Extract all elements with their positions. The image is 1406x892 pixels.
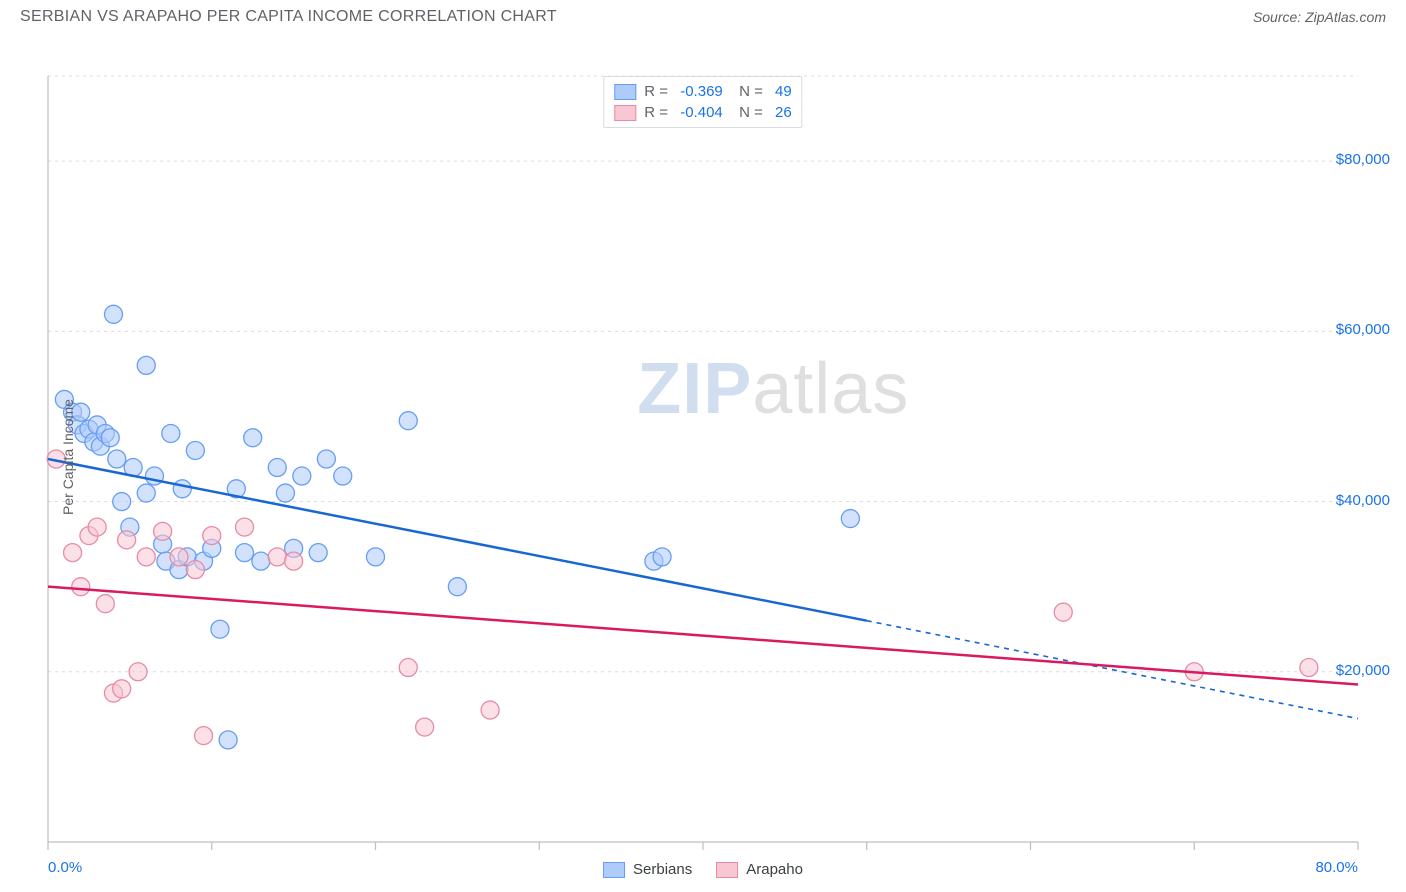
y-tick-label: $40,000 xyxy=(1336,492,1390,509)
x-min-label: 0.0% xyxy=(48,859,82,876)
correlation-legend: R = -0.369 N = 49R = -0.404 N = 26 xyxy=(603,76,802,128)
legend-swatch xyxy=(603,862,625,878)
y-axis-label: Per Capita Income xyxy=(60,399,76,515)
y-tick-label: $80,000 xyxy=(1336,151,1390,168)
legend-row: R = -0.369 N = 49 xyxy=(614,81,791,102)
y-tick-label: $20,000 xyxy=(1336,662,1390,679)
chart-container: Per Capita Income ZIPatlas R = -0.369 N … xyxy=(0,32,1406,882)
legend-swatch xyxy=(614,84,636,100)
series-legend-item: Serbians xyxy=(603,861,692,878)
scatter-plot xyxy=(0,32,1406,882)
legend-swatch xyxy=(716,862,738,878)
y-tick-label: $60,000 xyxy=(1336,321,1390,338)
series-legend-item: Arapaho xyxy=(716,861,803,878)
legend-row: R = -0.404 N = 26 xyxy=(614,102,791,123)
legend-swatch xyxy=(614,105,636,121)
x-max-label: 80.0% xyxy=(1315,859,1358,876)
chart-title: SERBIAN VS ARAPAHO PER CAPITA INCOME COR… xyxy=(20,8,557,26)
series-legend: Serbians Arapaho xyxy=(603,861,803,878)
header: SERBIAN VS ARAPAHO PER CAPITA INCOME COR… xyxy=(0,0,1406,32)
source-label: Source: ZipAtlas.com xyxy=(1253,9,1386,25)
